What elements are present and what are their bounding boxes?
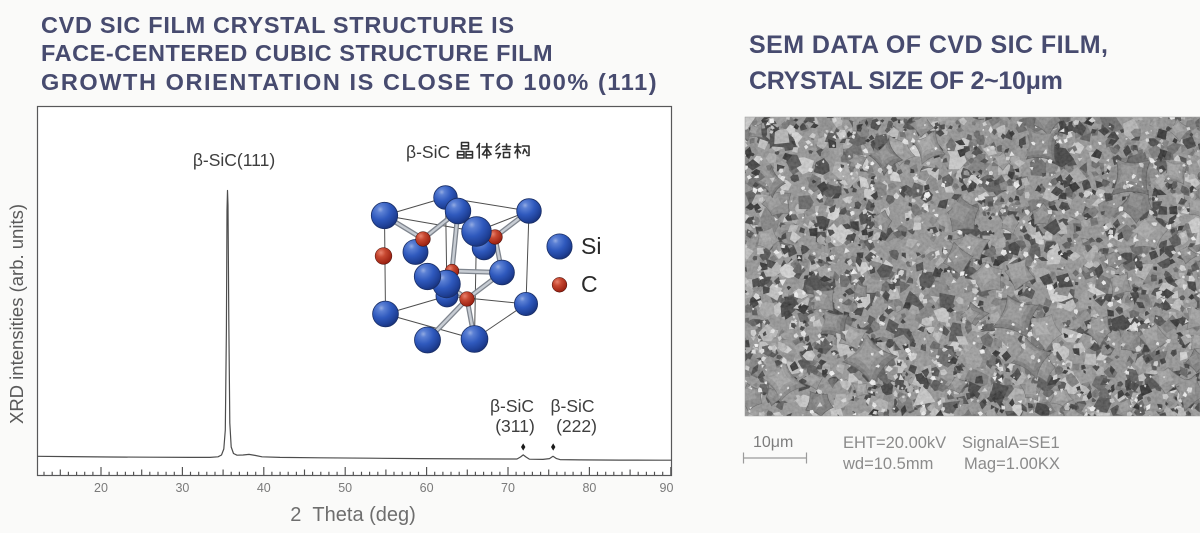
svg-text:70: 70: [501, 481, 515, 495]
svg-text:60: 60: [420, 481, 434, 495]
svg-text:Mag=1.00KX: Mag=1.00KX: [964, 455, 1060, 473]
svg-text:β-SiC: β-SiC: [550, 396, 594, 416]
svg-text:20: 20: [94, 481, 108, 495]
svg-text:β-SiC: β-SiC: [406, 142, 450, 162]
svg-text:80: 80: [582, 481, 596, 495]
svg-text:30: 30: [175, 481, 189, 495]
svg-text:(222): (222): [556, 416, 597, 436]
svg-text:EHT=20.00kV: EHT=20.00kV: [843, 434, 946, 452]
svg-text:40: 40: [257, 481, 271, 495]
svg-text:C: C: [581, 271, 598, 297]
svg-text:wd=10.5mm: wd=10.5mm: [842, 455, 933, 473]
svg-text:SignalA=SE1: SignalA=SE1: [962, 434, 1060, 452]
svg-text:XRD intensities (arb. units): XRD intensities (arb. units): [6, 204, 27, 424]
svg-text:10μm: 10μm: [753, 434, 793, 451]
svg-text:Si: Si: [581, 233, 601, 259]
svg-text:β-SiC(111): β-SiC(111): [193, 150, 275, 170]
svg-text:50: 50: [338, 481, 352, 495]
svg-text:2 Theta (deg): 2 Theta (deg): [290, 504, 416, 526]
svg-text:β-SiC: β-SiC: [490, 396, 534, 416]
svg-text:(311): (311): [495, 416, 535, 436]
svg-text:90: 90: [660, 481, 674, 495]
